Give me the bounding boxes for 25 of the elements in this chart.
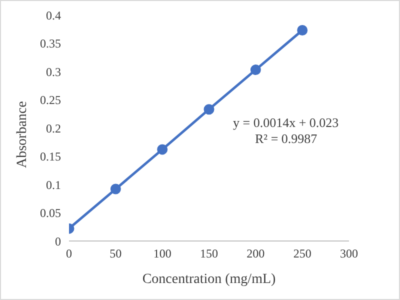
y-tick-label: 0.2 [46,121,61,136]
x-tick-label: 100 [153,246,172,261]
x-axis-title: Concentration (mg/mL) [142,272,276,287]
point [110,184,121,194]
x-tick-label: 150 [200,246,218,261]
x-tick-label: 250 [293,246,312,261]
y-axis-title: Absorbance [14,101,30,168]
x-tick-label: 200 [246,246,265,261]
point [204,104,214,115]
y-tick-label: 0.05 [40,206,61,220]
annotation: y = 0.0014x + 0.023 [233,115,339,131]
point [250,64,261,76]
y-tick-label: 0 [55,234,61,248]
y-tick-label: 0.35 [40,36,61,51]
point [157,144,168,155]
annotation: R² = 0.9987 [255,131,318,147]
point [297,25,308,36]
y-tick-label: 0.4 [46,8,61,22]
x-tick-label: 50 [110,246,122,261]
y-tick-label: 0.15 [40,150,61,164]
y-tick-label: 0.25 [40,93,61,108]
x-tick-label: 300 [340,246,358,261]
x-tick-label: 0 [66,246,72,261]
y-tick-label: 0.1 [46,178,61,192]
y-tick-label: 0.3 [46,64,61,79]
